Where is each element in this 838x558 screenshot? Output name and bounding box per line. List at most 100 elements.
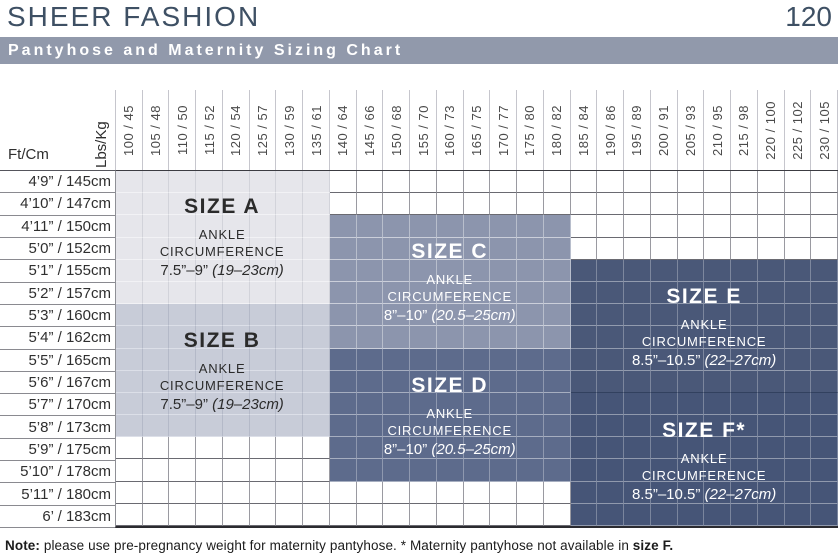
footnote: Note: please use pre-pregnancy weight fo… — [5, 538, 673, 553]
grid-cell — [757, 437, 785, 460]
grid-cell — [597, 259, 625, 282]
grid-cell — [784, 459, 812, 482]
weight-column-label: 180 / 82 — [549, 104, 565, 156]
weight-column-header: 110 / 50 — [169, 90, 197, 170]
grid-cell — [169, 304, 197, 327]
grid-cell — [543, 237, 571, 260]
grid-cell — [410, 281, 437, 305]
grid-cell — [463, 259, 491, 282]
grid-cell — [704, 304, 732, 327]
grid-cell — [436, 193, 464, 216]
grid-cell — [677, 215, 705, 238]
weight-column-label: 125 / 57 — [255, 104, 271, 156]
grid-cell — [517, 215, 544, 238]
chart-banner: Pantyhose and Maternity Sizing Chart — [0, 37, 838, 64]
weight-column-header: 155 / 70 — [410, 90, 437, 170]
grid-cell — [249, 437, 277, 460]
grid-cell — [757, 193, 785, 216]
grid-cell — [303, 415, 330, 438]
grid-cell — [570, 326, 598, 349]
grid-cell — [650, 481, 678, 504]
grid-cell — [597, 370, 625, 393]
weight-column-header: 195 / 89 — [624, 90, 651, 170]
grid-cell — [597, 215, 625, 238]
grid-cell — [757, 237, 785, 260]
grid-cell — [383, 281, 411, 305]
grid-cell — [811, 437, 838, 460]
grid-cell — [329, 259, 357, 282]
grid-cell — [543, 503, 571, 526]
grid-cell — [490, 459, 518, 482]
grid-cell — [116, 481, 143, 504]
grid-cell — [517, 193, 544, 216]
height-row-label: 6’ / 183cm — [0, 506, 115, 528]
grid-cell — [597, 326, 625, 349]
grid-cell — [650, 503, 678, 526]
grid-cell — [517, 304, 544, 327]
grid-cell — [436, 326, 464, 349]
grid-cell — [704, 193, 732, 216]
weight-column-label: 190 / 86 — [602, 104, 618, 156]
grid-cell — [517, 370, 544, 393]
weight-column-header: 160 / 73 — [437, 90, 464, 170]
grid-cell — [570, 215, 598, 238]
grid-cell — [329, 281, 357, 305]
grid-cell — [757, 503, 785, 526]
grid-cell — [169, 503, 197, 526]
grid-cell — [383, 459, 411, 482]
grid-cell — [436, 503, 464, 526]
grid-cell — [410, 304, 437, 327]
grid-cell — [356, 370, 384, 393]
grid-cell — [490, 237, 518, 260]
grid-cell — [116, 215, 143, 238]
grid-cell — [650, 459, 678, 482]
grid-cell — [704, 481, 732, 504]
height-row-label: 5’5” / 165cm — [0, 350, 115, 372]
weight-column-label: 170 / 77 — [495, 104, 511, 156]
grid-cell — [142, 370, 170, 393]
weight-column-header: 215 / 98 — [731, 90, 758, 170]
grid-cell — [731, 237, 758, 260]
grid-cell — [811, 503, 838, 526]
grid-cell — [784, 437, 812, 460]
weight-column-label: 210 / 95 — [709, 104, 725, 156]
grid-cell — [249, 193, 277, 216]
grid-cell — [356, 193, 384, 216]
grid-cell — [169, 326, 197, 349]
grid-cell — [731, 503, 758, 526]
grid-cell — [436, 259, 464, 282]
grid-cell — [303, 171, 330, 194]
grid-cell — [677, 259, 705, 282]
grid-cell — [543, 481, 571, 504]
height-row-label: 4’10” / 147cm — [0, 193, 115, 216]
grid-cell — [597, 348, 625, 371]
grid-cell — [490, 481, 518, 504]
grid-cell — [543, 392, 571, 416]
grid-cell — [196, 392, 223, 416]
grid-cell — [142, 259, 170, 282]
grid-cell — [410, 503, 437, 526]
grid-cell — [356, 348, 384, 371]
grid-cell — [784, 193, 812, 216]
grid-cell — [436, 171, 464, 194]
grid-cell — [517, 503, 544, 526]
grid-cell — [597, 304, 625, 327]
grid-cell — [731, 437, 758, 460]
grid-cell — [169, 370, 197, 393]
grid-cell — [276, 392, 304, 416]
height-row-label: 5’4” / 162cm — [0, 327, 115, 350]
grid-cell — [383, 304, 411, 327]
grid-cell — [436, 348, 464, 371]
grid-cell — [757, 459, 785, 482]
grid-cell — [222, 215, 250, 238]
height-row-label: 5’6” / 167cm — [0, 372, 115, 395]
weight-column-label: 220 / 100 — [763, 100, 779, 160]
grid-cell — [784, 171, 812, 194]
grid-cell — [784, 215, 812, 238]
grid-cell — [222, 370, 250, 393]
weight-column-label: 150 / 68 — [388, 104, 404, 156]
grid-cell — [249, 326, 277, 349]
weight-column-label: 165 / 75 — [468, 104, 484, 156]
height-row-label: 5’9” / 175cm — [0, 439, 115, 462]
grid-cell — [784, 415, 812, 438]
